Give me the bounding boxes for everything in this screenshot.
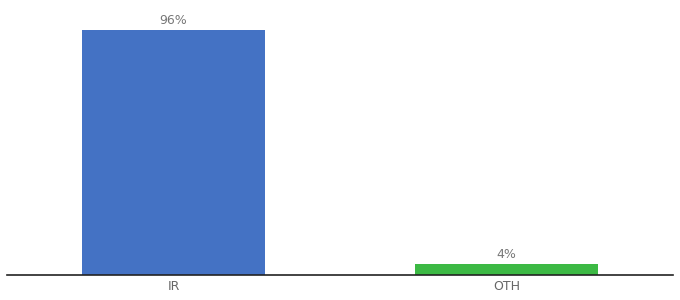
Bar bbox=[415, 264, 598, 274]
Bar bbox=[82, 30, 265, 274]
Text: 4%: 4% bbox=[496, 248, 517, 261]
Text: 96%: 96% bbox=[160, 14, 188, 27]
